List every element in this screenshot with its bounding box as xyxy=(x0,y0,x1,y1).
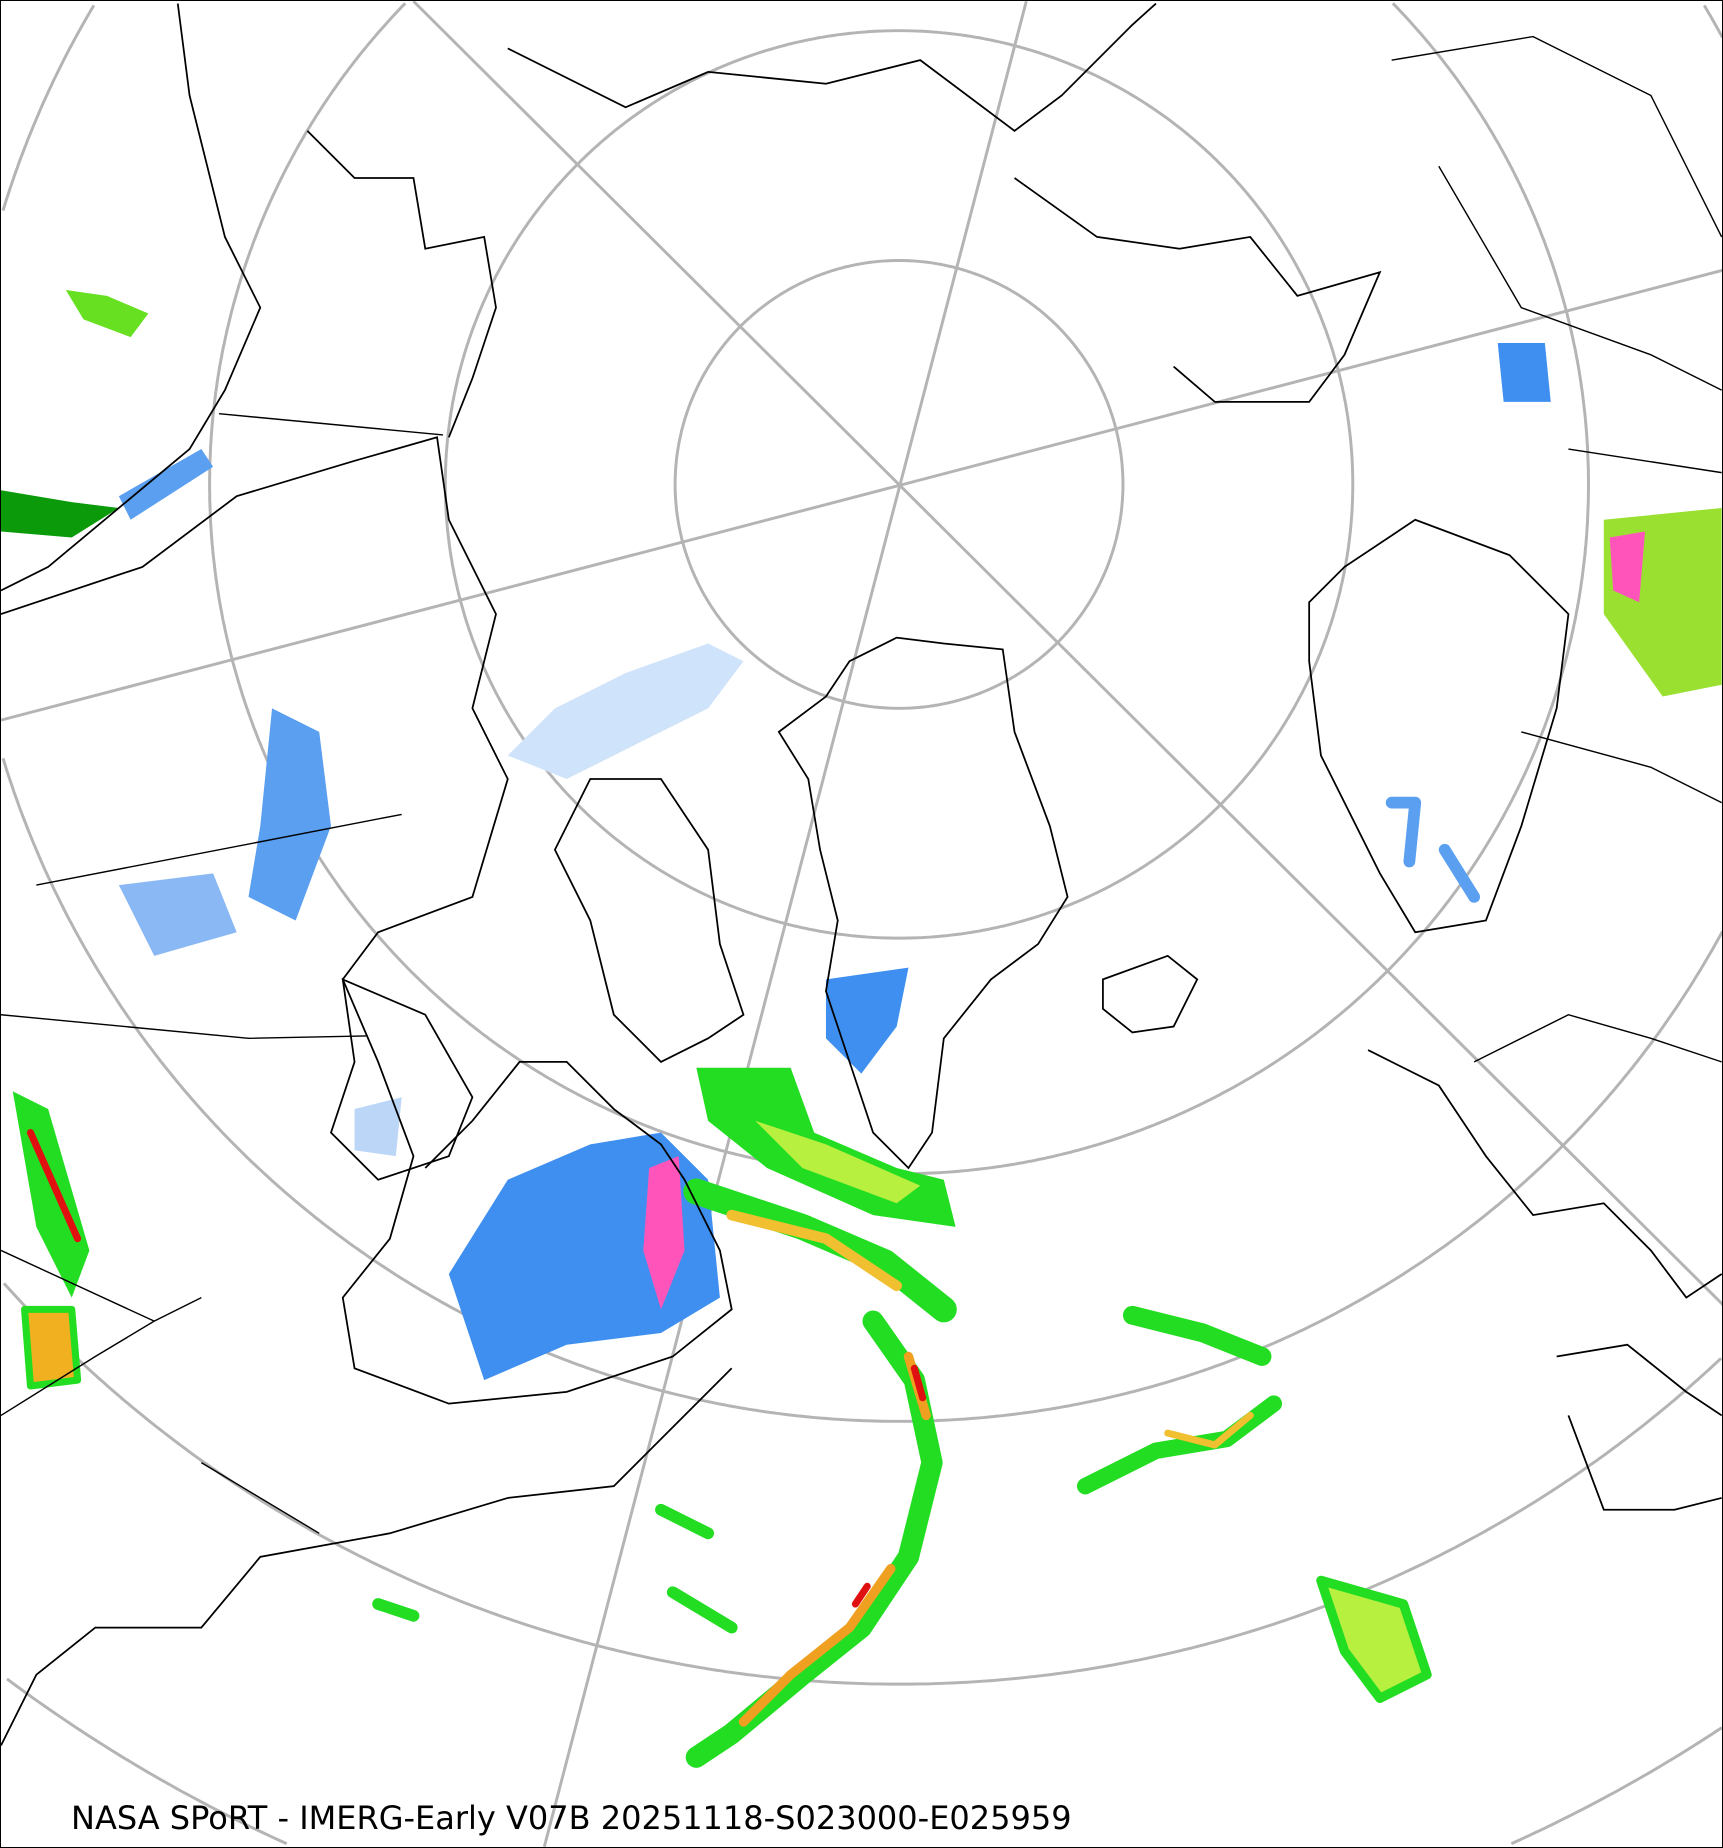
precip-blue-yukon xyxy=(248,708,331,921)
latitude-circle xyxy=(443,29,1355,940)
greenland-coast xyxy=(777,636,1069,1170)
europe-coast xyxy=(1367,1049,1722,1299)
borders xyxy=(1,35,1722,1534)
kamchatka-coast xyxy=(1,3,262,592)
latitude-circle xyxy=(1,4,1722,1423)
precip-light-snow xyxy=(507,643,744,780)
baffin-coast xyxy=(553,778,745,1063)
precip-lime-davis xyxy=(755,1120,921,1204)
us-east-coast xyxy=(1,1367,733,1746)
precip-west-coast xyxy=(12,1091,90,1298)
us-canada-border xyxy=(1,1296,202,1417)
eurasia-borders xyxy=(1391,35,1722,1063)
africa-coast xyxy=(1556,1343,1722,1511)
precip-blue-hudson xyxy=(354,1097,402,1157)
precip-blue-bc xyxy=(118,873,237,956)
scandinavia-coast xyxy=(1308,518,1570,934)
meridian xyxy=(1,268,1722,722)
precip-blue-greenland xyxy=(825,967,909,1074)
precipitation xyxy=(1,289,1722,1768)
precip-band-2 xyxy=(685,1310,943,1768)
latitude-circle xyxy=(673,259,1125,710)
russia-arctic-coast xyxy=(1014,177,1382,403)
coastlines xyxy=(1,2,1722,1746)
meridian xyxy=(412,1,1722,1306)
precip-atlantic-blob xyxy=(1316,1575,1432,1704)
latitude-circle xyxy=(6,1677,1722,1846)
precip-aleutian-green xyxy=(1,490,119,538)
latitude-circle xyxy=(2,1282,1722,1686)
chukotka-coast xyxy=(306,130,497,438)
hudson-bay-coast xyxy=(329,977,474,1181)
precip-band-4 xyxy=(1076,1395,1283,1495)
precip-scandinavia-blue xyxy=(1385,796,1481,903)
precip-pacific-blob xyxy=(65,289,149,338)
north-america-coast xyxy=(1,436,733,1405)
precip-band-2-red xyxy=(851,1364,927,1608)
canada-provinces xyxy=(1,813,402,1534)
alaska-border xyxy=(218,412,444,436)
precip-band-3 xyxy=(1122,1305,1272,1366)
map-caption: NASA SPoRT - IMERG-Early V07B 20251118-S… xyxy=(71,1799,1072,1837)
latitude-circle xyxy=(208,2,1590,1176)
precip-band-1-core xyxy=(726,1209,902,1292)
precip-band-5 xyxy=(372,1503,738,1634)
meridian xyxy=(542,1,1028,1847)
precip-aleutian-blue xyxy=(118,449,214,520)
precip-russia-pink xyxy=(1609,531,1646,603)
precip-california xyxy=(21,1305,82,1390)
precip-russia-blue xyxy=(1497,342,1551,402)
precip-west-coast-core xyxy=(26,1129,82,1243)
iceland-coast xyxy=(1102,954,1199,1034)
precip-band-4-core xyxy=(1164,1411,1254,1449)
precip-pink-labrador xyxy=(643,1156,685,1310)
siberia-coast xyxy=(507,2,1157,132)
